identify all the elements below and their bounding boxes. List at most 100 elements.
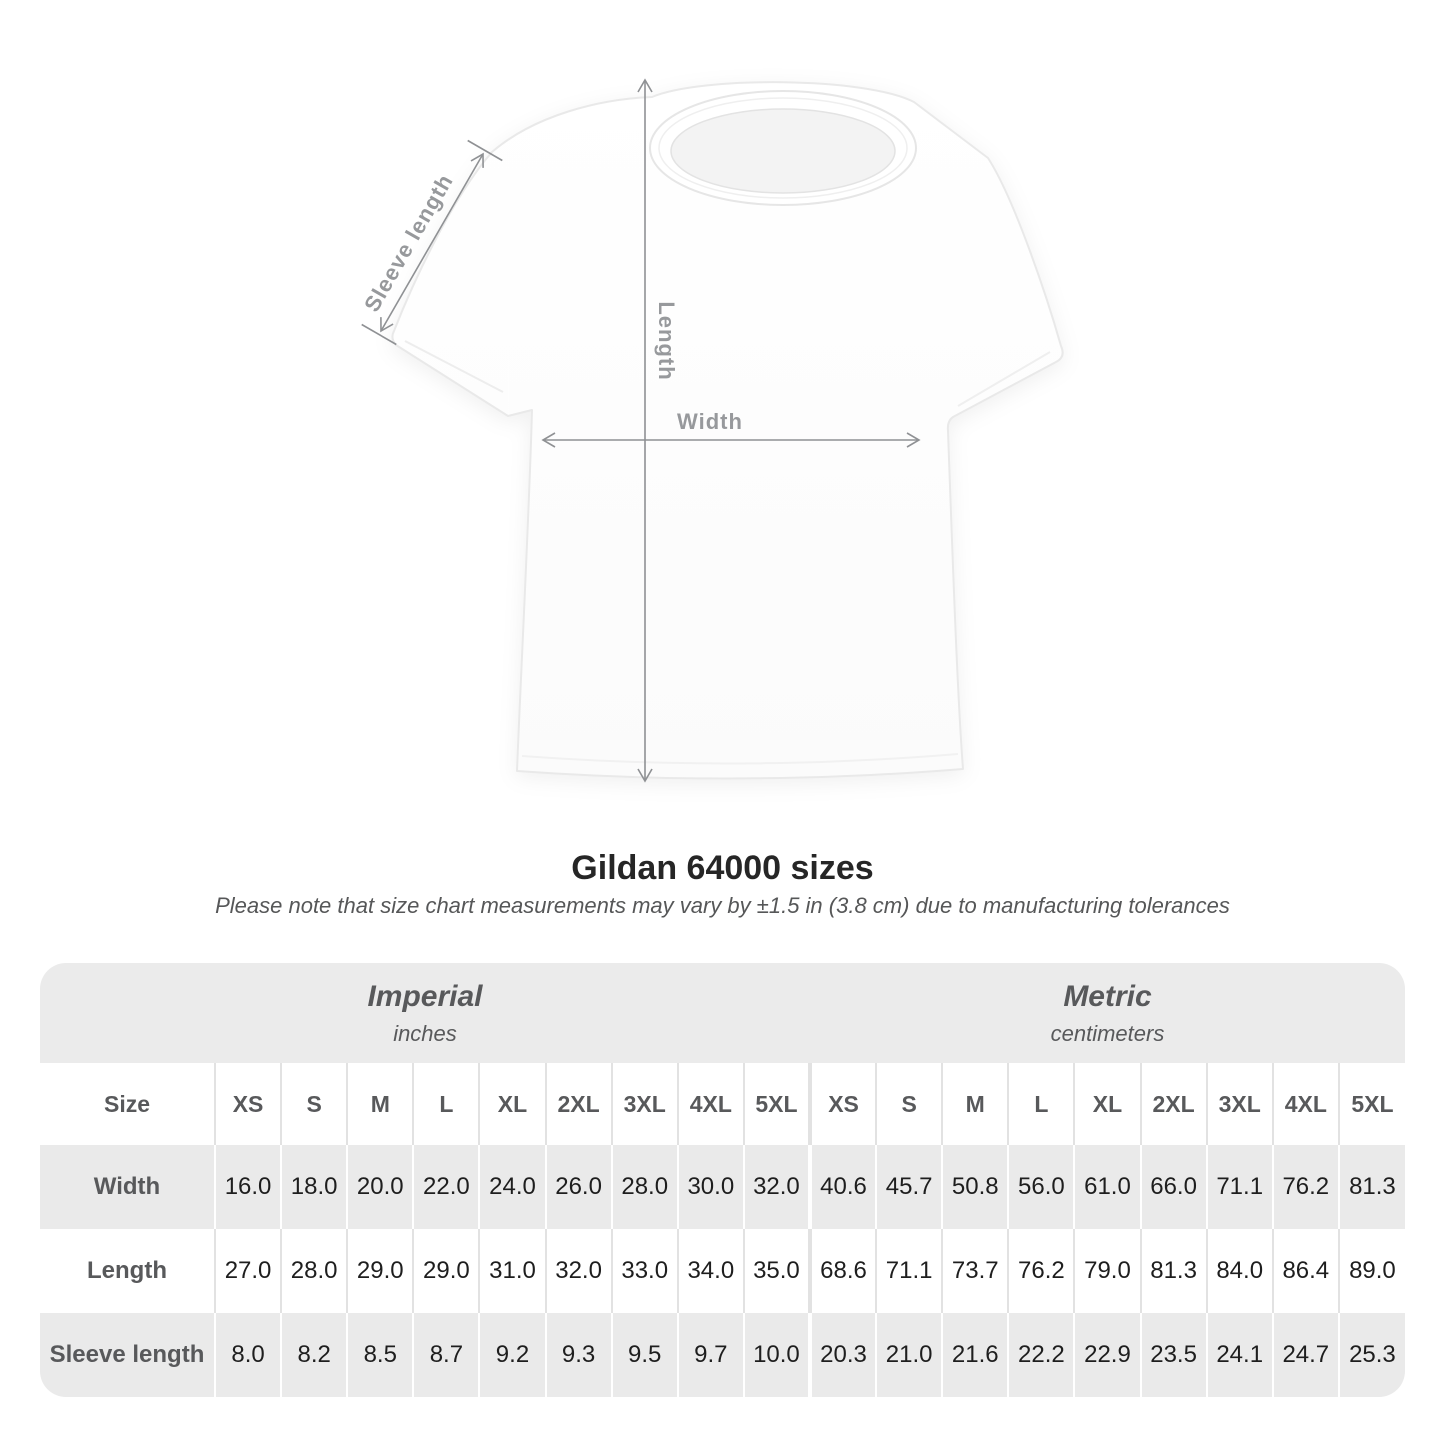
group-header-imperial: Imperial inches [40, 963, 810, 1063]
width-metric-m: 50.8 [941, 1145, 1009, 1229]
sleeve-metric-l: 22.2 [1007, 1313, 1075, 1397]
length-imperial-xs: 27.0 [213, 1229, 282, 1313]
sleeve-metric-s: 21.0 [875, 1313, 943, 1397]
size-header-imperial-xs: XS [213, 1063, 282, 1145]
width-imperial-l: 22.0 [412, 1145, 480, 1229]
size-header-metric-l: L [1007, 1063, 1075, 1145]
hem-seam [521, 753, 959, 765]
length-imperial-4xl: 34.0 [676, 1229, 744, 1313]
sleeve-imperial-4xl: 9.7 [676, 1313, 744, 1397]
width-metric-2xl: 66.0 [1139, 1145, 1207, 1229]
tshirt-illustration [361, 78, 1064, 783]
length-imperial-xl: 31.0 [478, 1229, 546, 1313]
table-row-width: Width 16.0 18.0 20.0 22.0 24.0 26.0 28.0… [40, 1145, 1405, 1229]
size-header-imperial-xl: XL [478, 1063, 546, 1145]
size-header-metric-s: S [875, 1063, 943, 1145]
size-header-metric-m: M [941, 1063, 1009, 1145]
size-column-header: Size [103, 1090, 151, 1117]
row-label-width: Width [93, 1173, 161, 1200]
length-metric-4xl: 86.4 [1271, 1229, 1339, 1313]
length-metric-xl: 79.0 [1073, 1229, 1141, 1313]
width-metric-s: 45.7 [875, 1145, 943, 1229]
group-header-metric: Metric centimeters [809, 963, 1405, 1063]
length-metric-3xl: 84.0 [1205, 1229, 1273, 1313]
tshirt-shape [391, 81, 1064, 780]
length-metric-s: 71.1 [875, 1229, 943, 1313]
table-row-length: Length 27.0 28.0 29.0 29.0 31.0 32.0 33.… [40, 1229, 1405, 1313]
page-title: Gildan 64000 sizes [571, 849, 874, 887]
size-header-metric-3xl: 3XL [1205, 1063, 1273, 1145]
width-metric-3xl: 71.1 [1205, 1145, 1273, 1229]
table-row-sleeve-length: Sleeve length 8.0 8.2 8.5 8.7 9.2 9.3 9.… [40, 1313, 1405, 1397]
size-header-imperial-5xl: 5XL [742, 1063, 810, 1145]
length-imperial-2xl: 32.0 [544, 1229, 612, 1313]
length-label: Length [654, 301, 679, 381]
unit-group-header-row: Imperial inches Metric centimeters [40, 963, 1405, 1063]
size-header-imperial-s: S [280, 1063, 348, 1145]
width-arrow [541, 432, 921, 448]
size-header-row: Size XS S M L XL 2XL 3XL 4XL 5XL XS S M … [40, 1063, 1405, 1145]
sleeve-metric-5xl: 25.3 [1337, 1313, 1405, 1397]
width-metric-l: 56.0 [1007, 1145, 1075, 1229]
imperial-unit: inches [393, 1020, 457, 1046]
width-imperial-xl: 24.0 [478, 1145, 546, 1229]
sleeve-metric-2xl: 23.5 [1139, 1313, 1207, 1397]
sleeve-imperial-xs: 8.0 [213, 1313, 282, 1397]
length-metric-2xl: 81.3 [1139, 1229, 1207, 1313]
size-header-metric-xl: XL [1073, 1063, 1141, 1145]
length-metric-5xl: 89.0 [1337, 1229, 1405, 1313]
size-header-imperial-4xl: 4XL [676, 1063, 744, 1145]
row-label-length: Length [87, 1257, 167, 1284]
sleeve-imperial-l: 8.7 [412, 1313, 480, 1397]
width-imperial-4xl: 30.0 [676, 1145, 744, 1229]
sleeve-metric-xs: 20.3 [807, 1313, 877, 1397]
width-imperial-m: 20.0 [346, 1145, 414, 1229]
metric-unit: centimeters [1050, 1020, 1165, 1046]
size-table: Imperial inches Metric centimeters Size … [40, 963, 1405, 1397]
sleeve-imperial-3xl: 9.5 [610, 1313, 678, 1397]
row-label-sleeve-length: Sleeve length [49, 1341, 205, 1368]
sleeve-imperial-xl: 9.2 [478, 1313, 546, 1397]
width-imperial-s: 18.0 [280, 1145, 348, 1229]
sleeve-imperial-2xl: 9.3 [544, 1313, 612, 1397]
metric-label: Metric [1063, 979, 1152, 1013]
size-header-metric-4xl: 4XL [1271, 1063, 1339, 1145]
sleeve-imperial-m: 8.5 [346, 1313, 414, 1397]
sleeve-length-arrow [361, 139, 503, 346]
size-table-card: Imperial inches Metric centimeters Size … [40, 963, 1405, 1397]
length-arrow [637, 78, 653, 783]
size-header-imperial-m: M [346, 1063, 414, 1145]
width-imperial-2xl: 26.0 [544, 1145, 612, 1229]
length-imperial-s: 28.0 [280, 1229, 348, 1313]
sleeve-metric-3xl: 24.1 [1205, 1313, 1273, 1397]
size-header-imperial-2xl: 2XL [544, 1063, 612, 1145]
size-header-metric-5xl: 5XL [1337, 1063, 1405, 1145]
size-header-metric-xs: XS [807, 1063, 877, 1145]
length-imperial-3xl: 33.0 [610, 1229, 678, 1313]
collar [649, 90, 917, 206]
sleeve-metric-m: 21.6 [941, 1313, 1009, 1397]
sleeve-imperial-s: 8.2 [280, 1313, 348, 1397]
right-cuff-seam [957, 351, 1051, 407]
width-metric-xl: 61.0 [1073, 1145, 1141, 1229]
sleeve-metric-4xl: 24.7 [1271, 1313, 1339, 1397]
left-cuff-seam [404, 340, 504, 393]
length-imperial-5xl: 35.0 [742, 1229, 810, 1313]
length-metric-l: 76.2 [1007, 1229, 1075, 1313]
width-label: Width [677, 409, 743, 434]
width-imperial-5xl: 32.0 [742, 1145, 810, 1229]
tolerance-note: Please note that size chart measurements… [215, 893, 1230, 918]
imperial-label: Imperial [367, 979, 483, 1013]
length-metric-xs: 68.6 [807, 1229, 877, 1313]
width-metric-4xl: 76.2 [1271, 1145, 1339, 1229]
width-imperial-xs: 16.0 [213, 1145, 282, 1229]
shirt-measurement-diagram: Sleeve length Length Width [359, 78, 1064, 783]
width-imperial-3xl: 28.0 [610, 1145, 678, 1229]
sleeve-imperial-5xl: 10.0 [742, 1313, 810, 1397]
length-imperial-m: 29.0 [346, 1229, 414, 1313]
size-header-metric-2xl: 2XL [1139, 1063, 1207, 1145]
width-metric-xs: 40.6 [807, 1145, 877, 1229]
length-imperial-l: 29.0 [412, 1229, 480, 1313]
width-metric-5xl: 81.3 [1337, 1145, 1405, 1229]
